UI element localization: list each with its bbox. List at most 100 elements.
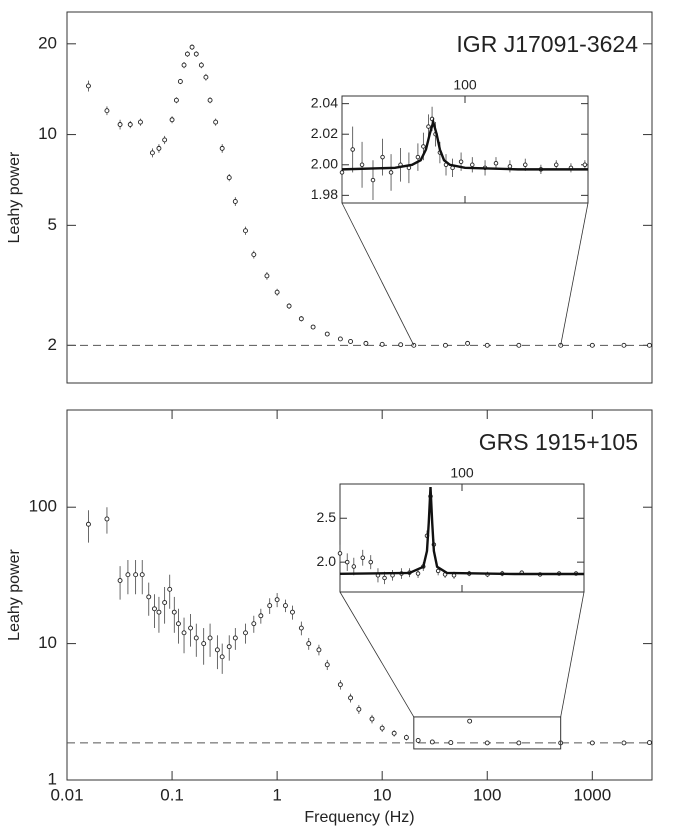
connector <box>341 202 415 346</box>
data-point <box>589 740 595 746</box>
data-point <box>415 737 421 743</box>
panel-title: GRS 1915+105 <box>479 429 638 455</box>
connector <box>560 202 589 346</box>
data-point <box>207 97 213 103</box>
connector <box>560 591 585 718</box>
data-point <box>162 600 168 605</box>
data-point <box>435 568 441 574</box>
inset-x-tick-label: 100 <box>453 77 477 93</box>
connector <box>339 591 415 718</box>
x-tick-label: 1000 <box>573 785 611 804</box>
data-point <box>188 625 194 631</box>
inset-bg <box>342 96 588 203</box>
data-point <box>370 177 376 183</box>
data-point <box>286 303 292 309</box>
data-point <box>167 586 173 592</box>
data-point <box>219 654 225 660</box>
inset-x-tick-label: 100 <box>450 465 474 481</box>
data-point <box>298 625 304 631</box>
data-point <box>368 559 373 565</box>
data-point <box>350 147 355 152</box>
data-point <box>388 170 394 175</box>
data-point <box>360 555 365 561</box>
data-point <box>339 170 345 175</box>
data-point <box>184 51 190 57</box>
data-point <box>523 162 528 168</box>
x-tick-label: 0.1 <box>160 785 184 804</box>
plot-frame <box>66 11 653 384</box>
data-point <box>201 641 207 647</box>
data-point <box>465 340 471 346</box>
data-point <box>398 342 404 348</box>
data-point <box>156 145 162 151</box>
inset-y-tick-label: 2.02 <box>311 125 338 141</box>
data-point <box>232 199 238 204</box>
data-point <box>104 516 110 522</box>
data-point <box>104 108 110 114</box>
data-point <box>117 122 123 127</box>
data-point <box>243 630 248 636</box>
data-point <box>232 635 238 641</box>
data-point <box>152 606 157 612</box>
y-tick-label: 5 <box>48 215 57 234</box>
data-point <box>647 342 652 348</box>
x-tick-label: 10 <box>373 785 392 804</box>
panel-title: IGR J17091-3624 <box>456 31 638 57</box>
data-point <box>426 124 431 129</box>
data-point <box>382 575 387 581</box>
data-point <box>589 342 595 348</box>
data-point <box>149 150 155 156</box>
data-point <box>403 735 409 740</box>
y-axis-label: Leahy power <box>6 549 23 641</box>
data-point <box>219 145 225 151</box>
data-point <box>415 571 421 576</box>
data-point <box>193 51 199 57</box>
plot-frame <box>66 409 653 781</box>
data-point <box>298 316 304 322</box>
data-point <box>137 119 143 125</box>
data-point <box>226 175 232 181</box>
data-point <box>214 647 220 653</box>
data-point <box>467 718 473 724</box>
data-point <box>429 739 435 745</box>
data-point <box>647 740 652 746</box>
data-point <box>421 144 426 149</box>
data-point <box>484 342 490 348</box>
data-point <box>516 740 522 746</box>
data-point <box>264 273 270 279</box>
data-point <box>274 289 280 295</box>
data-point <box>173 97 179 103</box>
y-tick-label: 1 <box>48 769 57 788</box>
inset-y-tick-label: 2.0 <box>317 553 337 569</box>
inset-y-tick-label: 1.98 <box>311 186 338 202</box>
data-point <box>380 154 385 160</box>
data-point <box>171 609 177 615</box>
data-point <box>448 740 454 746</box>
data-point <box>139 572 145 578</box>
data-point <box>348 695 354 701</box>
data-point <box>379 725 385 731</box>
inset-y-tick-label: 2.00 <box>311 155 338 171</box>
data-point <box>189 44 195 50</box>
data-point <box>85 83 91 89</box>
y-tick-label: 10 <box>38 633 57 652</box>
y-tick-label: 10 <box>38 124 57 143</box>
x-tick-label: 0.01 <box>50 785 83 804</box>
data-point <box>117 578 123 583</box>
data-point <box>243 228 248 234</box>
data-point <box>493 161 499 166</box>
model-line <box>341 117 588 171</box>
data-point <box>324 331 330 337</box>
data-point <box>582 162 588 168</box>
data-point <box>127 122 133 127</box>
y-axis-label: Leahy power <box>6 151 23 243</box>
data-point <box>324 662 330 668</box>
data-point <box>198 62 204 68</box>
data-point <box>181 62 187 68</box>
data-point <box>316 647 322 653</box>
data-point <box>290 609 295 615</box>
data-point <box>344 559 350 565</box>
data-point <box>85 521 91 527</box>
data-point <box>203 74 209 80</box>
